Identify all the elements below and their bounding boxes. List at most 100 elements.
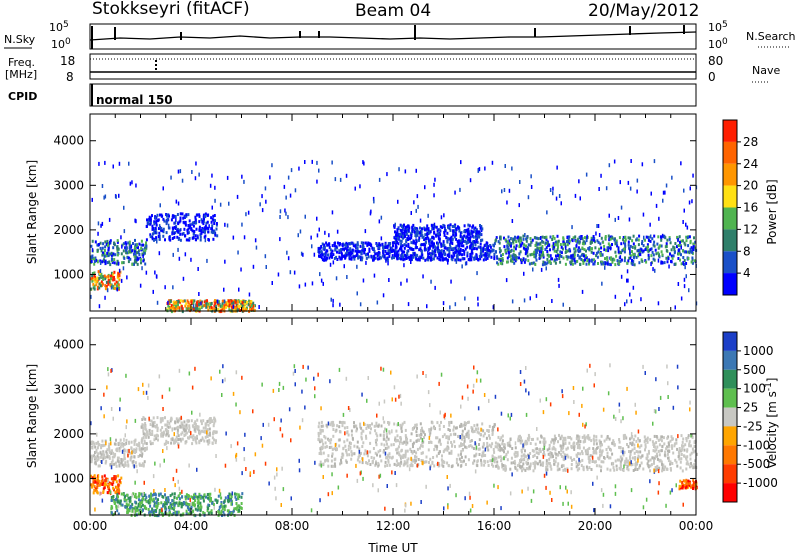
data-cell: [207, 303, 209, 306]
data-cell: [403, 441, 405, 444]
data-cell: [218, 300, 220, 303]
data-cell: [118, 457, 120, 460]
data-cell: [536, 237, 538, 240]
data-cell: [472, 240, 474, 243]
data-cell: [437, 250, 439, 253]
data-cell: [486, 241, 488, 244]
data-cell: [480, 233, 482, 236]
data-cell: [628, 181, 630, 185]
data-cell: [542, 236, 544, 239]
data-cell: [216, 222, 218, 225]
data-cell: [681, 297, 683, 301]
data-cell: [600, 466, 602, 469]
data-cell: [326, 424, 328, 427]
data-cell: [187, 239, 189, 242]
data-cell: [352, 437, 354, 440]
data-cell: [398, 167, 400, 171]
data-cell: [495, 445, 497, 448]
data-cell: [585, 254, 587, 257]
data-cell: [582, 237, 584, 240]
data-cell: [680, 466, 682, 469]
data-cell: [104, 255, 106, 258]
data-cell: [679, 235, 681, 238]
data-cell: [402, 254, 404, 257]
data-cell: [486, 429, 488, 432]
data-cell: [110, 275, 112, 278]
data-cell: [417, 448, 419, 451]
data-cell: [410, 254, 412, 257]
data-cell: [157, 434, 159, 437]
data-cell: [484, 167, 486, 171]
data-cell: [351, 430, 353, 433]
data-cell: [321, 447, 323, 450]
data-cell: [551, 299, 553, 303]
data-cell: [574, 235, 576, 238]
data-cell: [400, 257, 402, 260]
data-cell: [117, 499, 119, 502]
data-cell: [383, 434, 385, 437]
data-cell: [126, 494, 128, 497]
data-cell: [98, 458, 100, 461]
data-cell: [342, 447, 344, 450]
data-cell: [346, 426, 348, 429]
data-cell: [555, 448, 557, 451]
data-cell: [472, 462, 474, 465]
data-cell: [331, 460, 333, 463]
data-cell: [145, 428, 147, 431]
data-cell: [179, 497, 181, 500]
sky-tick-upper-right: 105: [708, 20, 728, 34]
data-cell: [332, 253, 334, 256]
data-cell: [145, 241, 147, 244]
data-cell: [353, 425, 355, 428]
data-cell: [368, 255, 370, 258]
data-cell: [330, 446, 332, 449]
data-cell: [135, 461, 137, 464]
sky-noise-spikes: [92, 25, 684, 49]
data-cell: [111, 252, 113, 255]
data-cell: [158, 232, 160, 235]
data-cell: [206, 299, 208, 302]
data-cell: [170, 442, 172, 445]
data-cell: [639, 253, 641, 256]
data-cell: [654, 245, 656, 248]
data-cell: [100, 269, 102, 273]
data-cell: [493, 249, 495, 252]
data-cell: [425, 460, 427, 463]
data-cell: [196, 419, 198, 422]
data-cell: [405, 443, 407, 446]
data-cell: [186, 432, 188, 435]
data-cell: [102, 247, 104, 250]
data-cell: [91, 441, 93, 444]
data-cell: [224, 260, 226, 264]
data-cell: [611, 243, 613, 246]
data-cell: [145, 507, 147, 510]
data-cell: [318, 169, 320, 173]
data-cell: [388, 423, 390, 426]
data-cell: [449, 246, 451, 249]
data-cell: [96, 491, 98, 494]
data-cell: [302, 253, 304, 257]
data-cell: [609, 163, 611, 167]
data-cell: [677, 238, 679, 242]
data-cell: [98, 277, 100, 280]
data-cell: [109, 457, 111, 460]
data-cell: [434, 178, 436, 182]
data-cell: [389, 243, 391, 247]
data-cell: [511, 457, 513, 460]
data-cell: [605, 249, 607, 252]
data-cell: [603, 261, 605, 264]
data-cell: [135, 465, 137, 468]
data-cell: [404, 230, 406, 233]
data-cell: [227, 500, 229, 503]
data-cell: [185, 302, 187, 305]
colorbar-tick-label: 16: [743, 201, 758, 215]
data-cell: [91, 447, 93, 450]
nave-tick-lower: 0: [708, 70, 716, 84]
data-cell: [658, 217, 660, 221]
data-cell: [189, 219, 191, 222]
data-cell: [498, 258, 500, 261]
data-cell: [427, 256, 429, 259]
sky-tick-upper-left: 105: [49, 20, 69, 34]
data-cell: [367, 454, 369, 457]
data-cell: [461, 264, 463, 268]
